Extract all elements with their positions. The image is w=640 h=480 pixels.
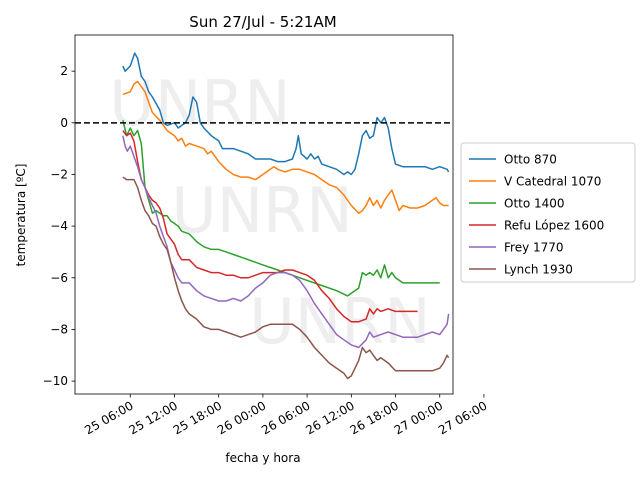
y-tick-label-4: −6 [50,271,68,285]
y-tick-label-5: −8 [50,322,68,336]
series-line-0 [122,52,450,176]
chart-title: Sun 27/Jul - 5:21AM [189,13,336,31]
plot-frame [74,34,454,395]
watermark-group: UNRN UNRN UNRN [109,67,430,358]
legend-label-1: V Catedral 1070 [504,175,601,189]
series-line-5 [122,176,450,380]
legend-label-0: Otto 870 [504,153,557,167]
legend-box [460,142,636,283]
y-tick-label-0: 2 [60,64,68,78]
watermark-text-2: UNRN [171,174,352,247]
legend-label-3: Refu López 1600 [504,219,604,233]
y-tick-label-3: −4 [50,219,68,233]
legend-label-5: Lynch 1930 [504,263,573,277]
watermark-text-1: UNRN [109,67,290,140]
watermark-text-3: UNRN [249,285,430,358]
legend-label-2: Otto 1400 [504,197,565,211]
legend-label-4: Frey 1770 [504,241,564,255]
y-tick-label-2: −2 [50,167,68,181]
x-axis-label: fecha y hora [225,451,300,465]
series-line-1 [122,80,449,214]
y-axis-label: temperatura [ºC] [14,164,28,267]
legend: Otto 870 V Catedral 1070 Otto 1400 Refu Lóp… [460,142,636,283]
y-tick-label-6: −10 [43,374,68,388]
series-line-3 [122,130,418,323]
series-line-2 [122,120,440,297]
y-tick-label-1: 0 [60,116,68,130]
plot-area [75,52,453,380]
series-line-4 [122,135,450,349]
